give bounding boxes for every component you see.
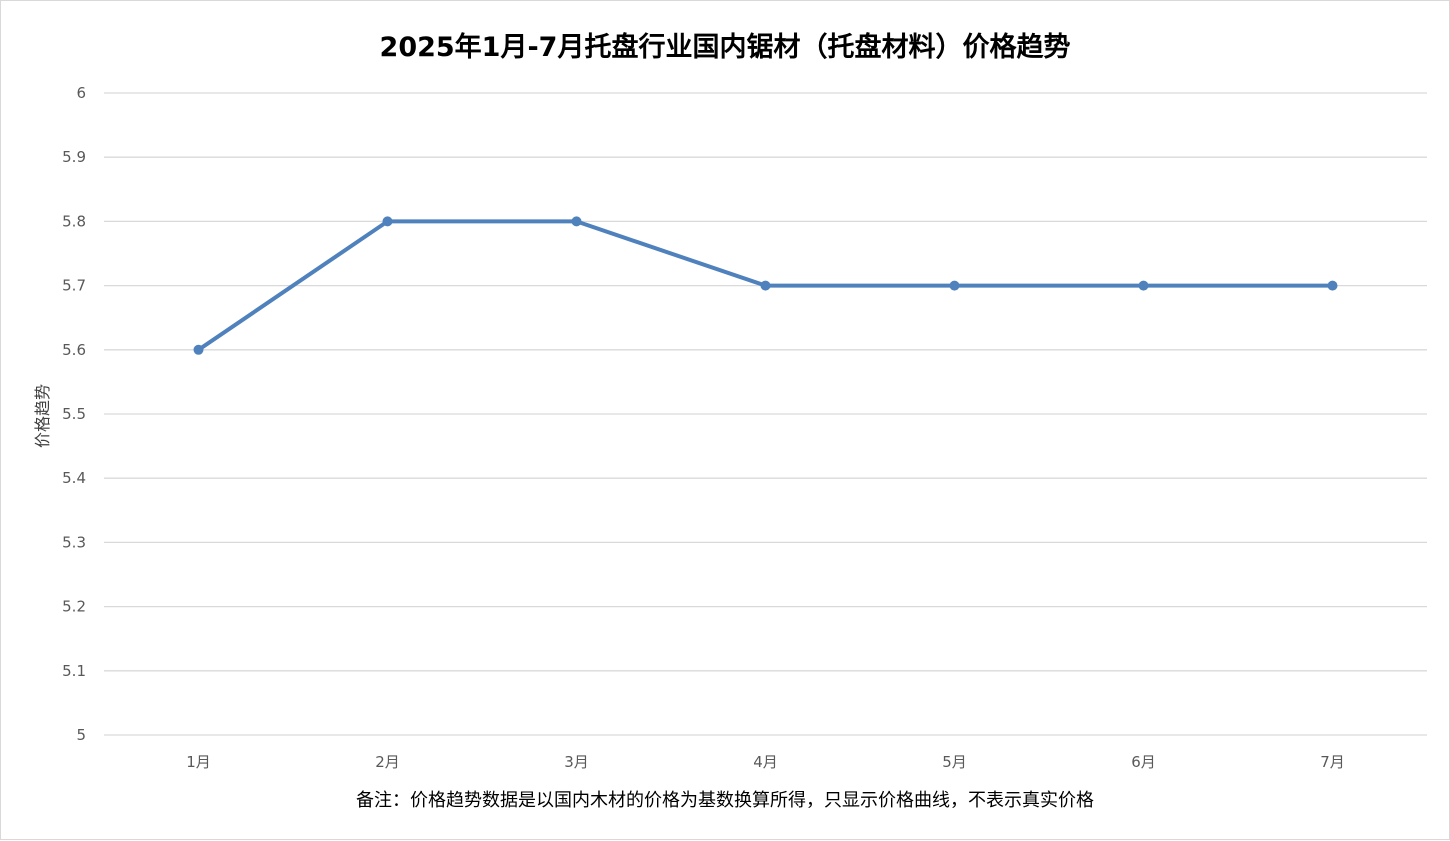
- x-tick-label: 6月: [1131, 753, 1156, 771]
- y-tick-label: 5.1: [62, 662, 86, 680]
- y-tick-label: 5.9: [62, 148, 86, 166]
- data-point: [193, 344, 204, 355]
- x-tick-label: 4月: [753, 753, 778, 771]
- y-tick-label: 5.8: [62, 212, 86, 230]
- x-tick-label: 5月: [942, 753, 967, 771]
- x-tick-label: 3月: [564, 753, 589, 771]
- chart-title: 2025年1月-7月托盘行业国内锯材（托盘材料）价格趋势: [379, 32, 1071, 63]
- y-tick-label: 5: [76, 726, 86, 744]
- x-tick-label: 2月: [375, 753, 400, 771]
- y-tick-label: 5.6: [62, 341, 86, 359]
- data-point: [382, 216, 393, 227]
- data-point: [1138, 280, 1149, 291]
- chart-note: 备注：价格趋势数据是以国内木材的价格为基数换算所得，只显示价格曲线，不表示真实价…: [356, 790, 1094, 811]
- y-tick-label: 5.4: [62, 469, 86, 487]
- data-point: [571, 216, 582, 227]
- y-tick-label: 5.3: [62, 533, 86, 551]
- data-point: [949, 280, 960, 291]
- x-tick-label: 7月: [1320, 753, 1345, 771]
- data-point: [1327, 280, 1338, 291]
- x-tick-label: 1月: [186, 753, 211, 771]
- data-point: [760, 280, 771, 291]
- y-tick-label: 5.7: [62, 277, 86, 295]
- y-tick-label: 5.5: [62, 405, 86, 423]
- y-tick-label: 5.2: [62, 598, 86, 616]
- y-tick-label: 6: [76, 84, 86, 102]
